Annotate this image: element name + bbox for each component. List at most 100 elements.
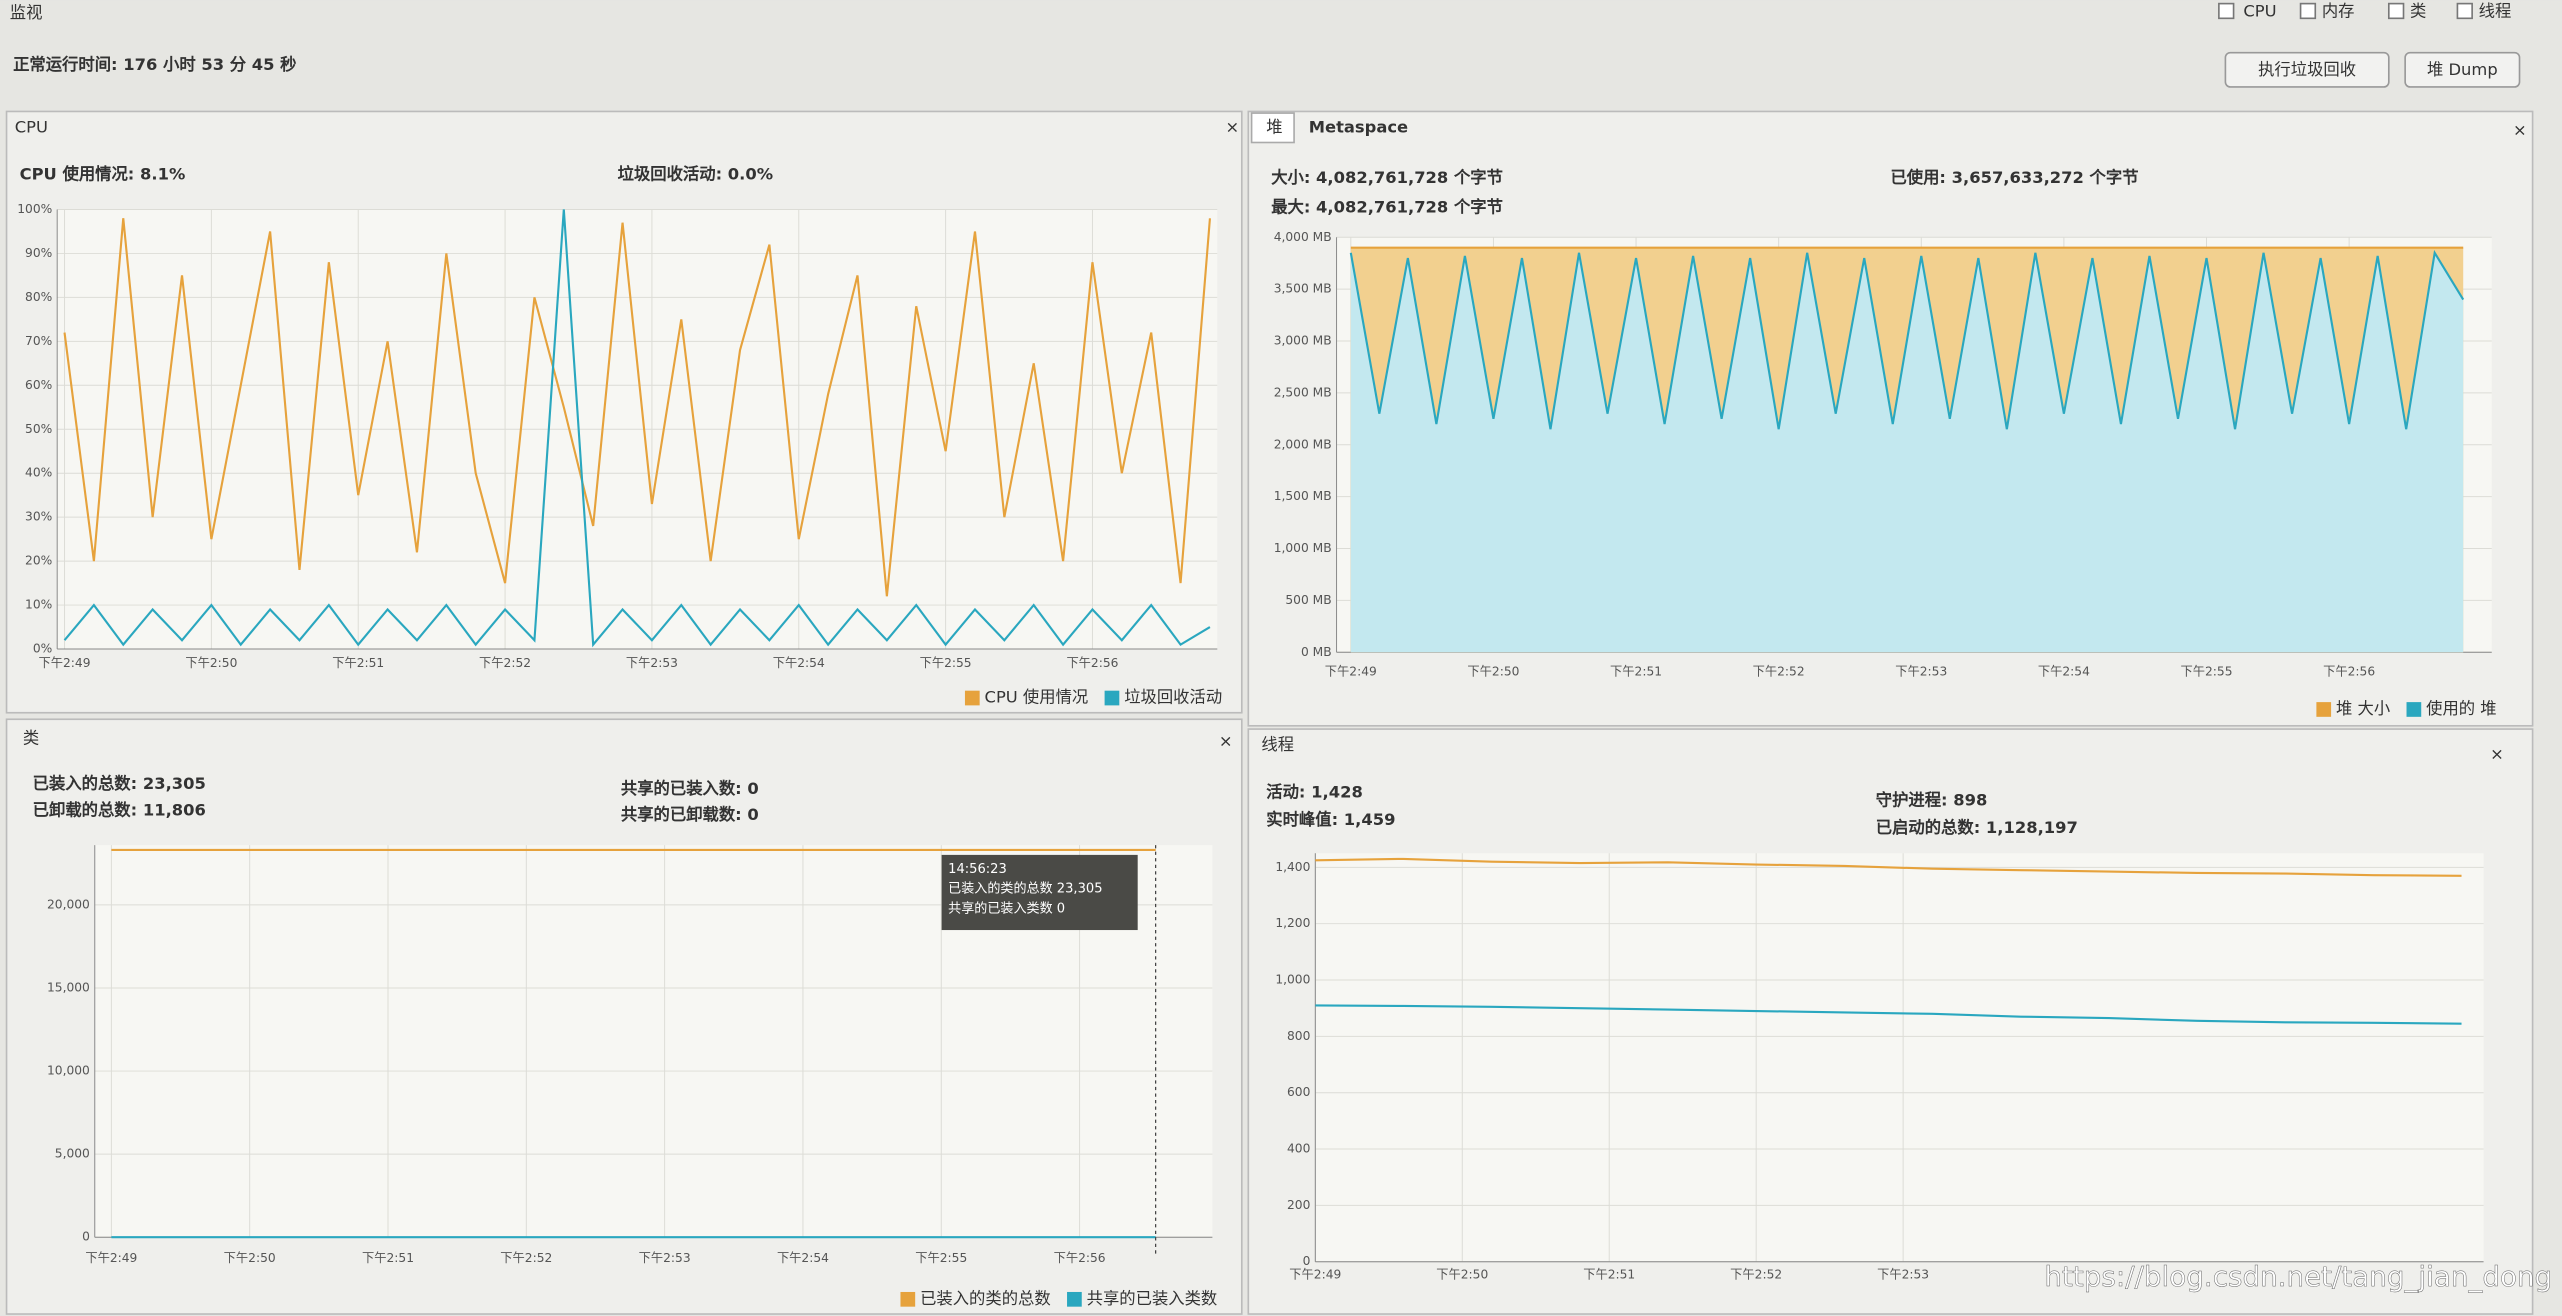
stat: 已使用: 3,657,633,272 个字节	[1890, 168, 2138, 187]
button-label[interactable]: 堆 Dump	[2427, 60, 2498, 79]
y-tick-label: 60%	[25, 378, 52, 392]
legend-label: 已装入的类的总数	[920, 1289, 1051, 1308]
x-tick-label: 下午2:56	[1054, 1251, 1106, 1265]
x-tick-label: 下午2:53	[626, 656, 678, 670]
y-tick-label: 1,200	[1275, 916, 1310, 930]
checkbox[interactable]: 内存	[2299, 1, 2355, 20]
y-tick-label: 0	[82, 1230, 90, 1244]
tooltip-text: 共享的已装入类数 0	[948, 900, 1065, 916]
y-tick-label: 50%	[25, 422, 52, 436]
stat: 最大: 4,082,761,728 个字节	[1271, 197, 1503, 216]
y-tick-label: 0%	[33, 642, 52, 656]
legend-label: CPU 使用情况	[985, 688, 1089, 707]
y-tick-label: 500 MB	[1285, 593, 1331, 607]
button-label[interactable]: 执行垃圾回收	[2258, 60, 2356, 79]
y-tick-label: 800	[1287, 1029, 1310, 1043]
x-tick-label: 下午2:53	[1895, 664, 1947, 678]
button[interactable]: 堆 Dump	[2404, 51, 2521, 88]
checkbox[interactable]: 类	[2387, 1, 2427, 20]
stat: 共享的已装入数: 0	[621, 779, 759, 798]
y-tick-label: 3,500 MB	[1274, 282, 1332, 296]
watermark: https://blog.csdn.net/tang_jian_dong	[2044, 1260, 2552, 1293]
x-tick-label: 下午2:53	[1877, 1267, 1929, 1281]
y-tick-label: 1,500 MB	[1274, 489, 1332, 503]
x-tick-label: 下午2:56	[1066, 656, 1118, 670]
x-tick-label: 下午2:52	[1753, 664, 1805, 678]
stat: 已装入的总数: 23,305	[33, 774, 206, 793]
y-tick-label: 600	[1287, 1085, 1310, 1099]
legend-swatch	[900, 1291, 916, 1307]
tab-title: 监视	[10, 3, 43, 22]
tooltip-text: 已装入的类的总数 23,305	[948, 881, 1102, 897]
x-tick-label: 下午2:55	[920, 656, 972, 670]
close-button[interactable]: ×	[1219, 732, 1233, 751]
close-button[interactable]: ×	[2513, 121, 2527, 140]
x-tick-label: 下午2:54	[2038, 664, 2090, 678]
checkbox-label[interactable]: 线程	[2479, 1, 2512, 20]
x-tick-label: 下午2:50	[1467, 664, 1519, 678]
x-tick-label: 下午2:53	[639, 1251, 691, 1265]
y-tick-label: 10,000	[47, 1064, 90, 1078]
x-tick-label: 下午2:54	[777, 1251, 829, 1265]
y-tick-label: 30%	[25, 510, 52, 524]
stat: CPU 使用情况: 8.1%	[20, 165, 186, 184]
series-line	[63, 218, 1211, 597]
y-tick-label: 200	[1287, 1198, 1310, 1212]
y-tick-label: 400	[1287, 1142, 1310, 1156]
tab-label[interactable]: Metaspace	[1309, 117, 1408, 136]
tooltip	[941, 854, 1138, 931]
x-tick-label: 下午2:50	[224, 1251, 276, 1265]
y-tick-label: 15,000	[47, 980, 90, 994]
stat: 已启动的总数: 1,128,197	[1876, 818, 2078, 837]
button[interactable]: 执行垃圾回收	[2224, 51, 2390, 88]
x-tick-label: 下午2:50	[185, 656, 237, 670]
stat: 守护进程: 898	[1876, 790, 1988, 809]
checkbox-label[interactable]: 类	[2410, 1, 2426, 20]
y-tick-label: 40%	[25, 466, 52, 480]
x-tick-label: 下午2:49	[1325, 664, 1377, 678]
legend-label: 垃圾回收活动	[1124, 688, 1222, 707]
x-tick-label: 下午2:51	[332, 656, 384, 670]
y-tick-label: 0	[1303, 1254, 1311, 1268]
x-tick-label: 下午2:52	[500, 1251, 552, 1265]
tab[interactable]	[1250, 112, 1295, 144]
series-line	[1315, 857, 2462, 877]
legend-label: 使用的 堆	[2426, 699, 2497, 718]
plot-area	[1315, 853, 2484, 1262]
legend-swatch	[2406, 702, 2422, 717]
close-button[interactable]: ×	[2490, 745, 2504, 764]
close-button[interactable]: ×	[1225, 117, 1239, 136]
y-tick-label: 1,000	[1275, 973, 1310, 987]
x-tick-label: 下午2:49	[39, 656, 91, 670]
x-tick-label: 下午2:56	[2323, 664, 2375, 678]
stat: 垃圾回收活动: 0.0%	[618, 165, 773, 184]
x-tick-label: 下午2:49	[1289, 1267, 1341, 1281]
y-tick-label: 5,000	[55, 1147, 90, 1161]
panel-title: CPU	[15, 117, 48, 136]
x-tick-label: 下午2:50	[1436, 1267, 1488, 1281]
series-area	[1350, 252, 2464, 653]
checkbox-label[interactable]: 内存	[2322, 1, 2355, 20]
tab-label[interactable]: 堆	[1266, 117, 1282, 136]
y-tick-label: 3,000 MB	[1274, 334, 1332, 348]
plots: CPU 使用情况: 8.1% 垃圾回收活动: 0.0% 0% 10% 20% 30% 40%…	[17, 165, 2496, 1308]
x-tick-label: 下午2:55	[2181, 664, 2233, 678]
x-tick-label: 下午2:51	[1583, 1267, 1635, 1281]
x-tick-label: 下午2:49	[85, 1251, 137, 1265]
checkbox[interactable]: 线程	[2456, 1, 2512, 20]
tooltip-text: 14:56:23	[948, 862, 1007, 877]
y-tick-label: 20%	[25, 554, 52, 568]
legend-label: 共享的已装入类数	[1087, 1289, 1218, 1308]
x-tick-label: 下午2:52	[1730, 1267, 1782, 1281]
checkbox[interactable]: CPU	[2218, 1, 2277, 20]
series-line	[1315, 1004, 2462, 1025]
checkbox-label[interactable]: CPU	[2243, 1, 2276, 20]
x-tick-label: 下午2:55	[915, 1251, 967, 1265]
stat: 活动: 1,428	[1266, 782, 1363, 801]
y-tick-label: 2,000 MB	[1274, 437, 1332, 451]
y-tick-label: 80%	[25, 290, 52, 304]
legend-swatch	[1104, 690, 1120, 706]
y-tick-label: 90%	[25, 246, 52, 260]
series-line	[1349, 249, 2465, 430]
